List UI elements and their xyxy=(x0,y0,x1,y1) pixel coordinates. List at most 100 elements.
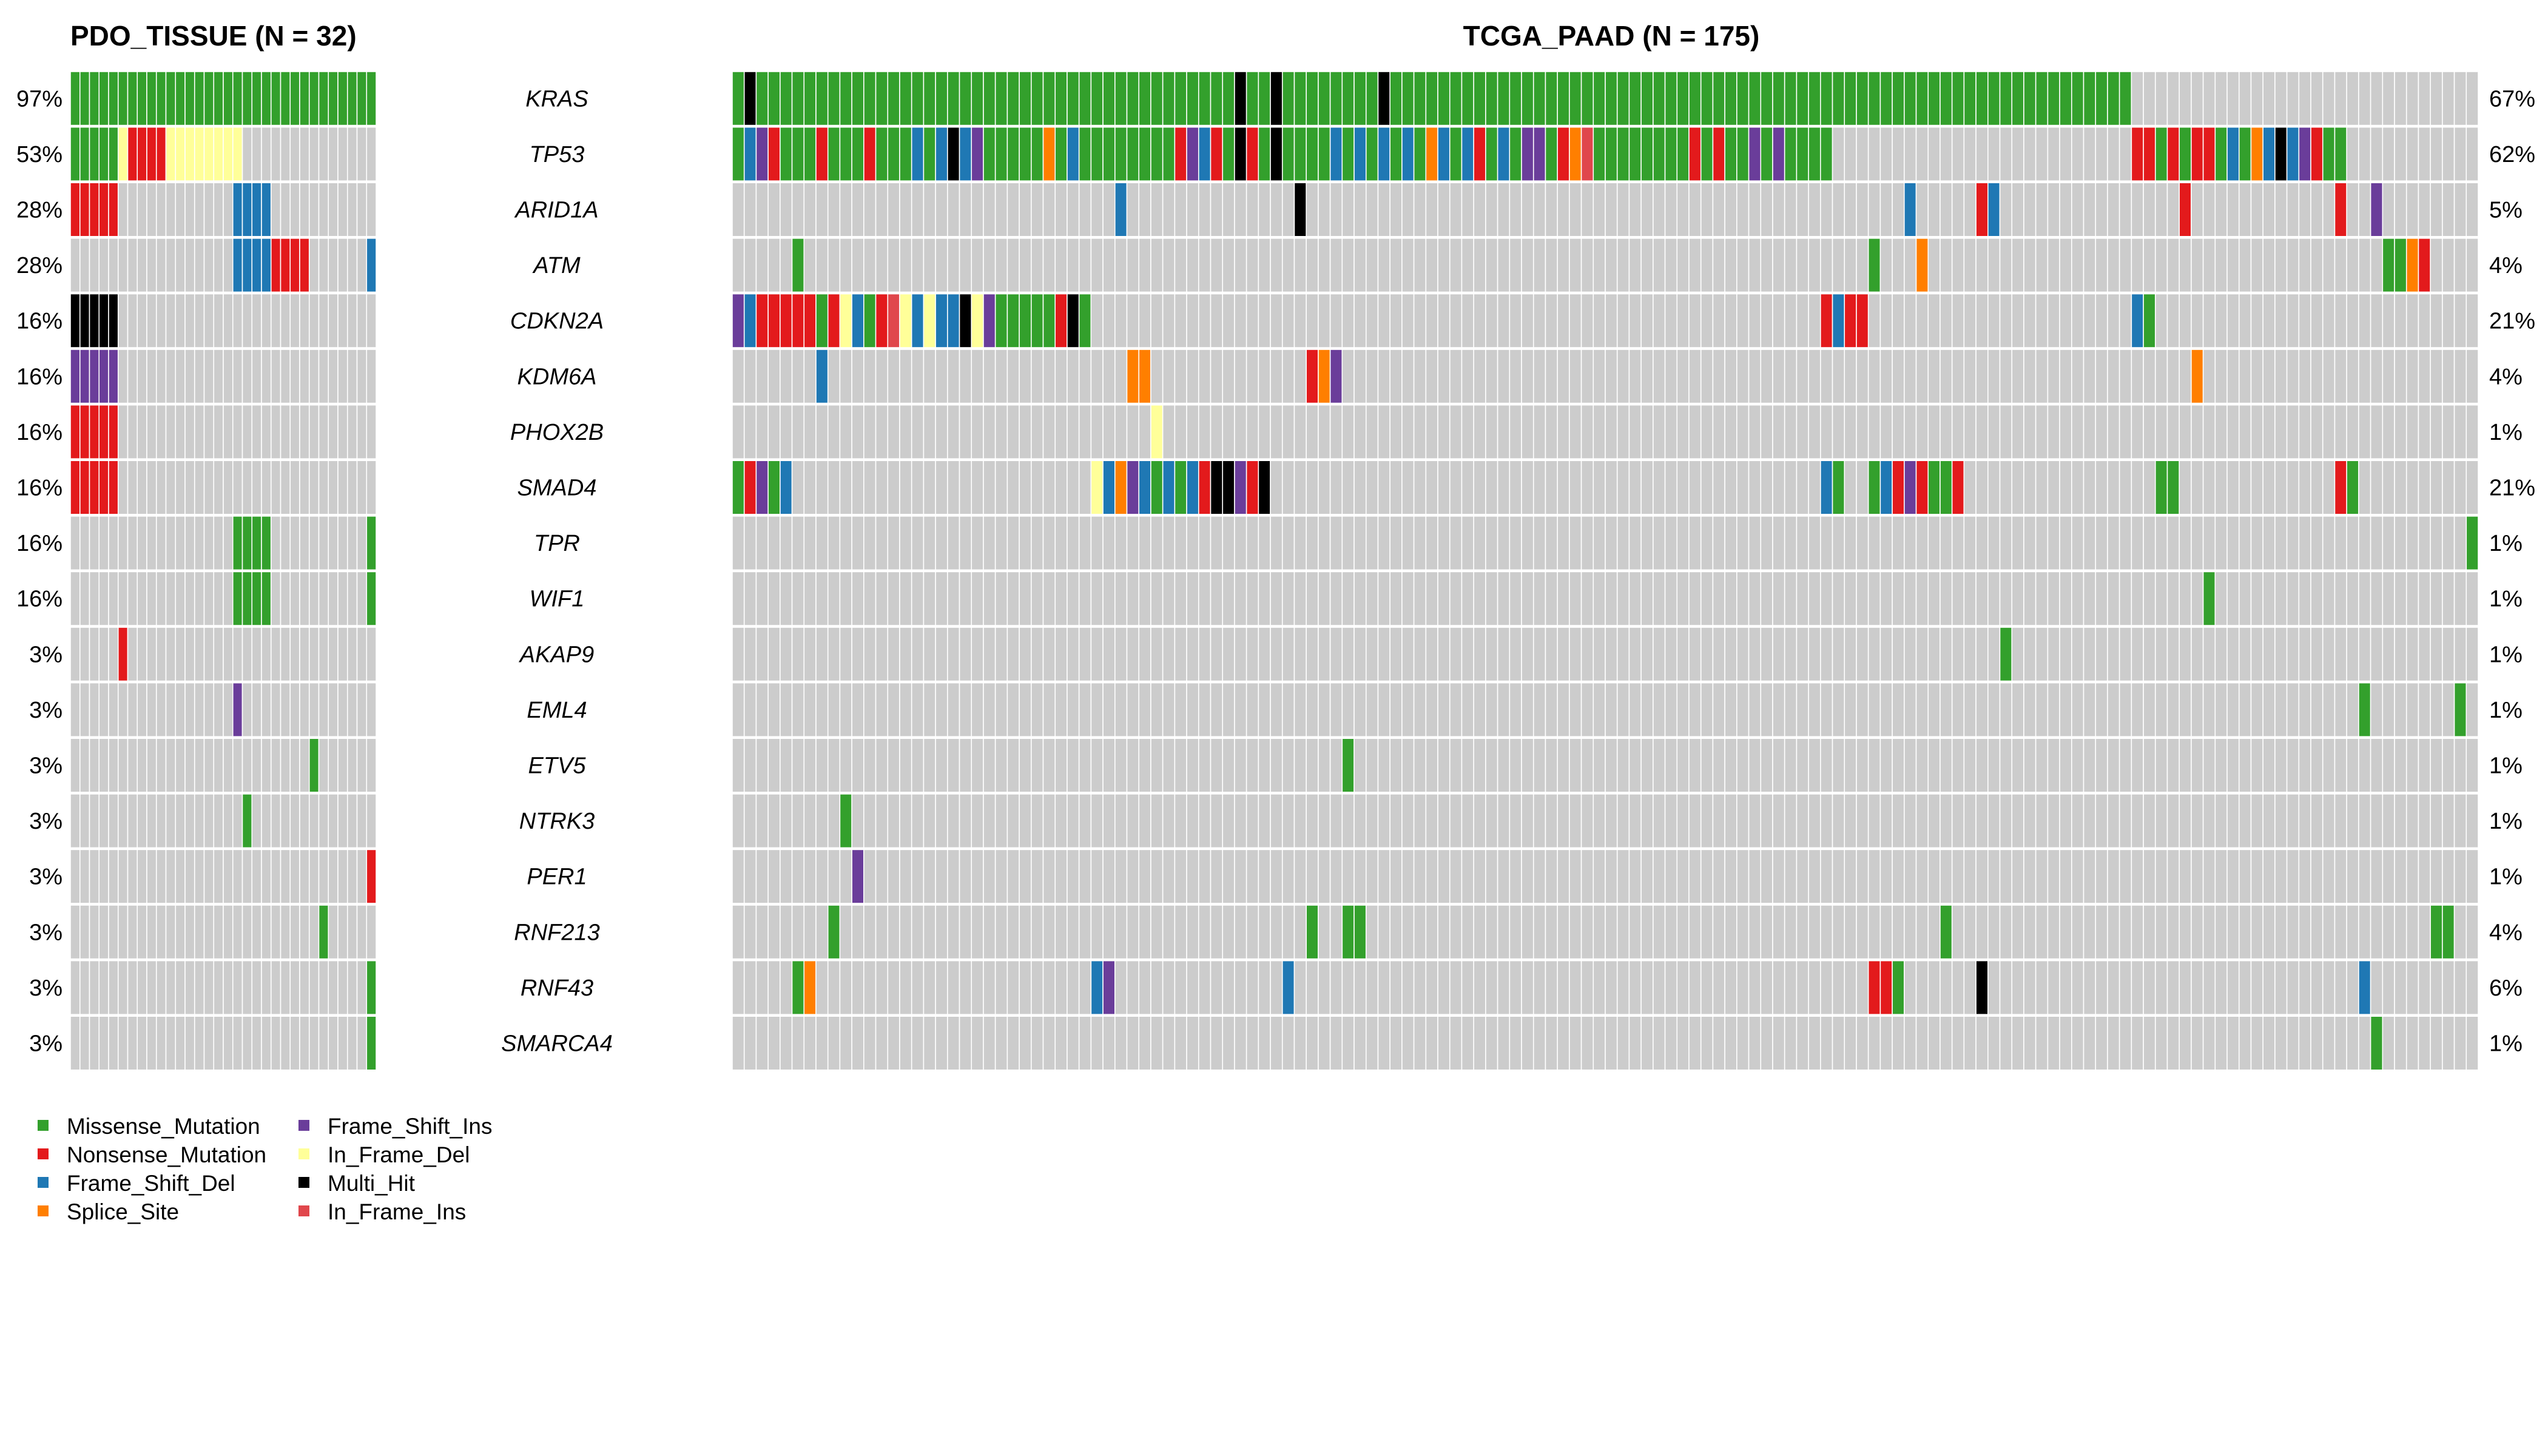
cell-per1-75-none xyxy=(1628,849,1642,904)
cell-wif1-143-none xyxy=(2442,571,2455,626)
cell-atm-30-none xyxy=(1090,237,1104,293)
cell-rnf43-31-missense-mutation xyxy=(366,960,377,1015)
cell-smarca4-121-none xyxy=(2179,1016,2192,1071)
cell-akap9-15-none xyxy=(213,627,224,682)
cell-arid1a-84-none xyxy=(1736,182,1750,237)
cell-rnf213-21-none xyxy=(270,905,281,960)
cell-akap9-137-none xyxy=(2370,627,2384,682)
cell-eml4-118-none xyxy=(2143,682,2156,737)
cell-rnf43-22-none xyxy=(280,960,291,1015)
cell-cdkn2a-66-none xyxy=(1521,293,1534,348)
cell-akap9-27-none xyxy=(1054,627,1068,682)
cell-etv5-19-none xyxy=(959,738,972,793)
cell-rnf43-80-none xyxy=(1688,960,1702,1015)
cell-per1-94-none xyxy=(1856,849,1869,904)
cell-atm-92-none xyxy=(1832,237,1845,293)
cell-kras-19-missense-mutation xyxy=(251,71,262,126)
cell-atm-48-none xyxy=(1306,237,1319,293)
cell-akap9-55-none xyxy=(1389,627,1403,682)
cell-wif1-127-none xyxy=(2250,571,2264,626)
cell-cdkn2a-30-none xyxy=(356,293,368,348)
cell-akap9-28-none xyxy=(1067,627,1080,682)
cell-phox2b-0-nonsense-mutation xyxy=(70,404,81,459)
cell-etv5-88-none xyxy=(1784,738,1798,793)
cell-per1-119-none xyxy=(2154,849,2168,904)
cell-rnf43-53-none xyxy=(1365,960,1379,1015)
cell-akap9-23-none xyxy=(289,627,300,682)
cell-kdm6a-75-none xyxy=(1628,349,1642,404)
cell-etv5-119-none xyxy=(2154,738,2168,793)
cell-atm-12-none xyxy=(875,237,889,293)
cell-akap9-143-none xyxy=(2442,627,2455,682)
cell-kras-38-missense-mutation xyxy=(1186,71,1199,126)
cell-etv5-139-none xyxy=(2394,738,2407,793)
cell-smad4-34-frame-shift-del xyxy=(1138,460,1151,515)
cell-ntrk3-70-none xyxy=(1569,794,1582,849)
cell-tpr-128-none xyxy=(2262,515,2276,571)
cell-rnf43-100-none xyxy=(1927,960,1941,1015)
cell-wif1-45-none xyxy=(1270,571,1283,626)
cell-atm-145-none xyxy=(2465,237,2479,293)
cell-atm-18-frame-shift-del xyxy=(241,237,253,293)
cell-ntrk3-105-none xyxy=(1987,794,2001,849)
cell-tp53-18-none xyxy=(241,126,253,182)
pdo-percent-rnf213: 3% xyxy=(29,920,62,945)
cell-eml4-59-none xyxy=(1437,682,1451,737)
cell-rnf43-85-none xyxy=(1748,960,1762,1015)
cell-kras-36-missense-mutation xyxy=(1162,71,1176,126)
cell-kdm6a-8-none xyxy=(827,349,841,404)
cell-cdkn2a-94-nonsense-mutation xyxy=(1856,293,1869,348)
cell-rnf43-29-none xyxy=(1078,960,1092,1015)
cell-smad4-145-none xyxy=(2465,460,2479,515)
cell-etv5-0-none xyxy=(70,738,81,793)
cell-per1-10-none xyxy=(165,849,177,904)
cell-akap9-0-none xyxy=(70,627,81,682)
cell-wif1-118-none xyxy=(2143,571,2156,626)
cell-phox2b-30-none xyxy=(1090,404,1104,459)
cell-etv5-24-none xyxy=(1019,738,1032,793)
cell-rnf213-31-none xyxy=(1102,905,1116,960)
cell-kdm6a-43-none xyxy=(1245,349,1259,404)
cell-kdm6a-44-none xyxy=(1258,349,1271,404)
cell-tpr-22-none xyxy=(994,515,1008,571)
cell-cdkn2a-100-none xyxy=(1927,293,1941,348)
cell-wif1-87-none xyxy=(1772,571,1785,626)
cell-smad4-83-none xyxy=(1724,460,1737,515)
cell-kras-75-missense-mutation xyxy=(1628,71,1642,126)
cell-kras-101-missense-mutation xyxy=(1940,71,1953,126)
cell-atm-7-none xyxy=(815,237,829,293)
cell-ntrk3-72-none xyxy=(1592,794,1606,849)
cell-akap9-66-none xyxy=(1521,627,1534,682)
cell-smarca4-17-none xyxy=(232,1016,243,1071)
cell-tpr-141-none xyxy=(2418,515,2431,571)
cell-ntrk3-115-none xyxy=(2107,794,2120,849)
cell-rnf43-106-none xyxy=(1999,960,2013,1015)
cell-smarca4-48-none xyxy=(1306,1016,1319,1071)
cell-phox2b-115-none xyxy=(2107,404,2120,459)
cell-etv5-36-none xyxy=(1162,738,1176,793)
cell-atm-144-none xyxy=(2453,237,2467,293)
cell-arid1a-30-none xyxy=(356,182,368,237)
cell-smarca4-123-none xyxy=(2202,1016,2216,1071)
cell-arid1a-54-none xyxy=(1377,182,1391,237)
cell-rnf213-127-none xyxy=(2250,905,2264,960)
cell-phox2b-34-none xyxy=(1138,404,1151,459)
cell-arid1a-62-none xyxy=(1473,182,1486,237)
cell-tp53-9-nonsense-mutation xyxy=(155,126,167,182)
cell-smarca4-36-none xyxy=(1162,1016,1176,1071)
gene-label-phox2b: PHOX2B xyxy=(510,420,604,445)
cell-smad4-101-missense-mutation xyxy=(1940,460,1953,515)
cell-arid1a-36-none xyxy=(1162,182,1176,237)
cell-rnf43-69-none xyxy=(1557,960,1570,1015)
cell-cdkn2a-11-none xyxy=(175,293,186,348)
cell-per1-77-none xyxy=(1653,849,1666,904)
cell-eml4-122-none xyxy=(2191,682,2204,737)
cell-arid1a-78-none xyxy=(1664,182,1678,237)
cell-tp53-110-none xyxy=(2047,126,2060,182)
cell-akap9-94-none xyxy=(1856,627,1869,682)
cell-arid1a-14-none xyxy=(899,182,912,237)
cell-eml4-139-none xyxy=(2394,682,2407,737)
cell-rnf43-79-none xyxy=(1676,960,1690,1015)
cell-tp53-114-none xyxy=(2095,126,2108,182)
cell-arid1a-3-nonsense-mutation xyxy=(98,182,109,237)
